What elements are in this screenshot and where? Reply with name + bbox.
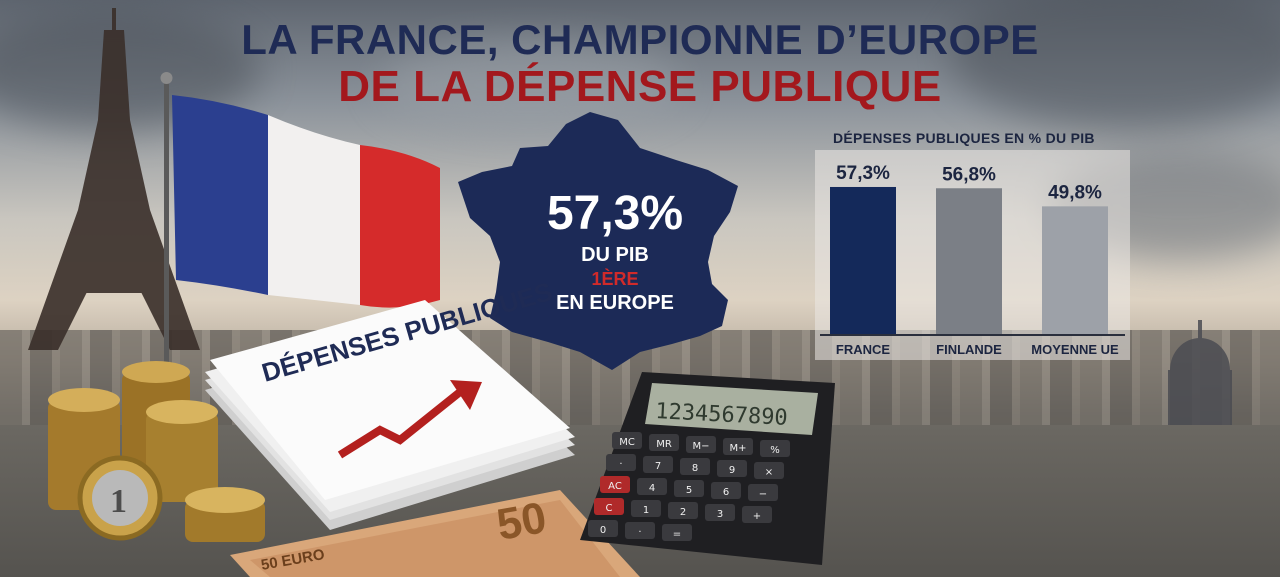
callout-unit: DU PIB xyxy=(581,244,649,266)
category-label: FRANCE xyxy=(836,342,890,357)
flagpole-icon xyxy=(160,72,173,368)
bar-finlande xyxy=(936,188,1002,335)
title-line-2: DE LA DÉPENSE PUBLIQUE xyxy=(338,62,942,111)
callout-value: 57,3% xyxy=(546,187,684,240)
bar-chart: 57,3% FRANCE 56,8% FINLANDE 49,8% MOYENNE UE xyxy=(815,150,1130,360)
category-label: MOYENNE UE xyxy=(1031,342,1119,357)
eiffel-tower-icon xyxy=(28,8,200,350)
callout-rank: 1ÈRE xyxy=(591,269,639,289)
chart-title: DÉPENSES PUBLIQUES EN % DU PIB xyxy=(833,130,1095,146)
callout-scope: EN EUROPE xyxy=(556,292,674,314)
bar-value-label: 56,8% xyxy=(942,164,996,185)
bar-value-label: 57,3% xyxy=(836,163,890,184)
cloud xyxy=(950,0,1280,130)
dome-icon xyxy=(1168,320,1232,425)
cloud xyxy=(380,40,680,130)
category-label: FINLANDE xyxy=(936,342,1002,357)
map-callout: 57,3% DU PIB 1ÈRE EN EUROPE xyxy=(520,186,710,316)
bar-value-label: 49,8% xyxy=(1048,182,1102,203)
bar-france xyxy=(830,186,896,335)
bar-moyenne-ue xyxy=(1042,206,1108,335)
title-line-1: LA FRANCE, CHAMPIONNE D’EUROPE xyxy=(241,16,1039,63)
french-flag-icon xyxy=(172,95,440,308)
